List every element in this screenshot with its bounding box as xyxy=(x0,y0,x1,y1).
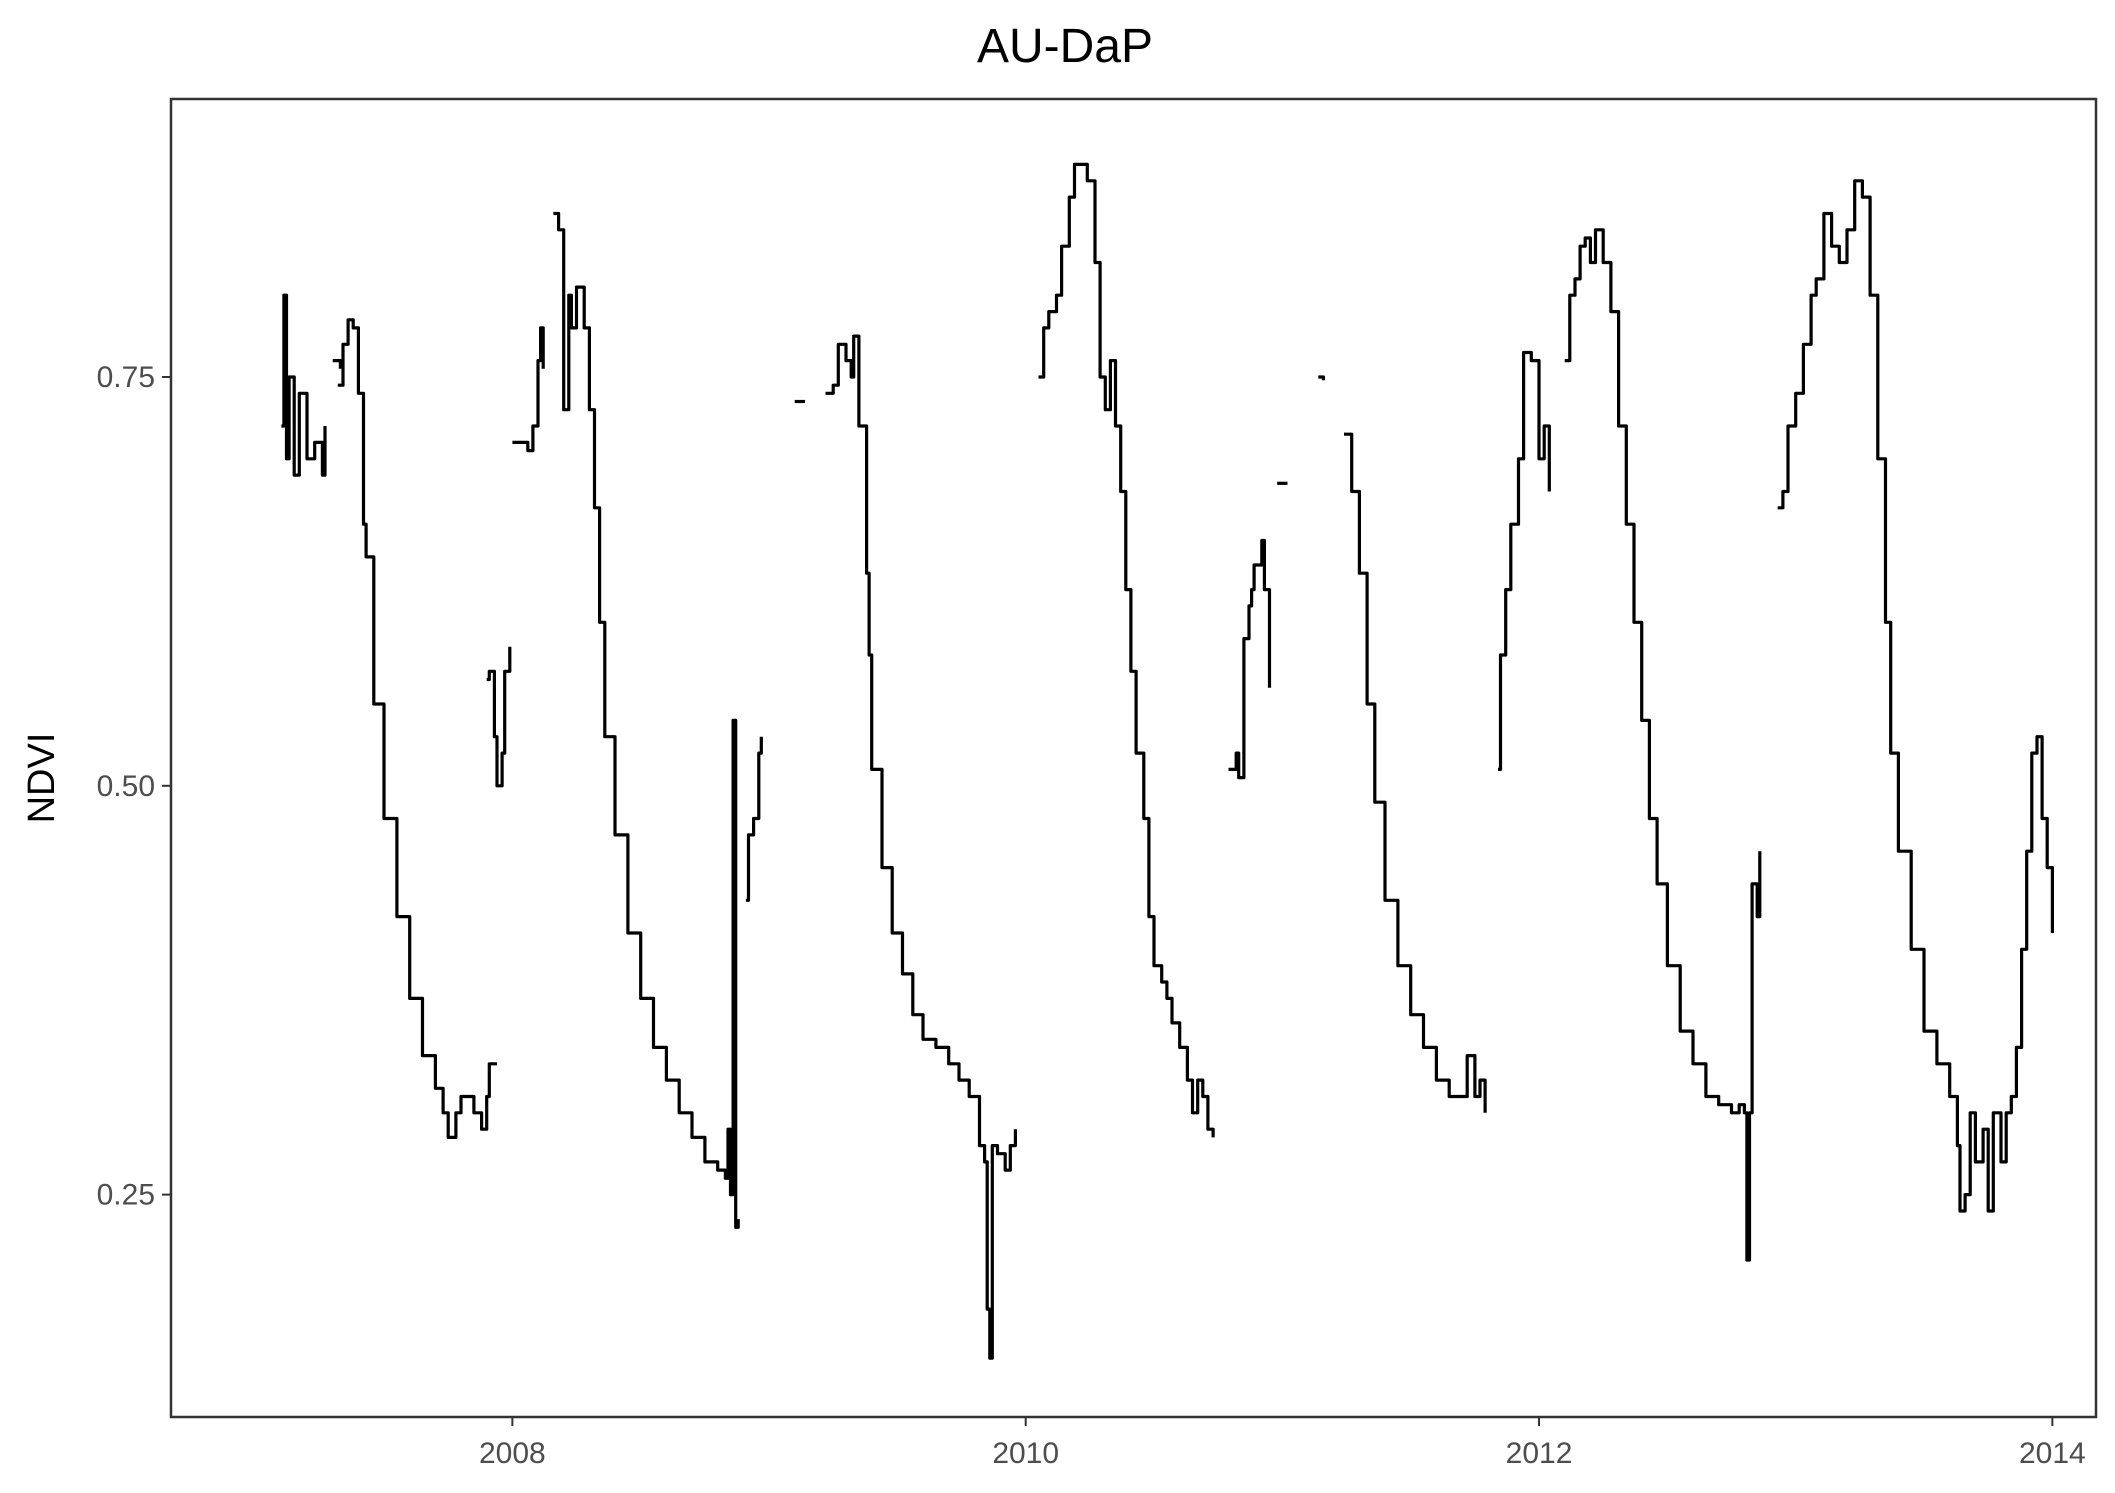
ndvi-line-segment xyxy=(1344,432,1487,1113)
ndvi-line-segment xyxy=(1318,375,1325,381)
y-axis: 0.25 0.50 0.75 xyxy=(97,361,171,1212)
ndvi-line-segment xyxy=(745,736,763,902)
x-axis: 2008 2010 2012 2014 xyxy=(479,1417,2086,1470)
y-tick-label: 0.75 xyxy=(97,361,155,394)
plot-panel xyxy=(169,97,2098,1419)
ndvi-line-segment xyxy=(337,318,497,1139)
ndvi-line-segment xyxy=(1564,228,1762,1262)
ndvi-line-segment xyxy=(332,359,342,369)
x-tick-label: 2008 xyxy=(479,1437,546,1470)
y-axis-label: NDVI xyxy=(21,733,63,824)
x-tick-label: 2010 xyxy=(992,1437,1059,1470)
x-tick-label: 2014 xyxy=(2019,1437,2086,1470)
ndvi-line-segment xyxy=(553,211,740,1229)
ndvi-line-segment xyxy=(1498,350,1551,771)
ndvi-line-segment xyxy=(281,293,327,477)
y-tick-label: 0.25 xyxy=(97,1179,155,1212)
ndvi-line-segment xyxy=(1038,162,1215,1138)
ndvi-line-segment xyxy=(825,334,1017,1360)
ndvi-line-segment xyxy=(1228,538,1272,780)
ndvi-line-segment xyxy=(512,326,545,453)
series-ndvi xyxy=(281,162,2054,1360)
ndvi-line-segment xyxy=(486,646,512,788)
y-tick-label: 0.50 xyxy=(97,770,155,803)
x-tick-label: 2012 xyxy=(1506,1437,1573,1470)
ndvi-line-segment xyxy=(1777,179,2054,1213)
chart-title: AU-DaP xyxy=(977,20,1153,73)
